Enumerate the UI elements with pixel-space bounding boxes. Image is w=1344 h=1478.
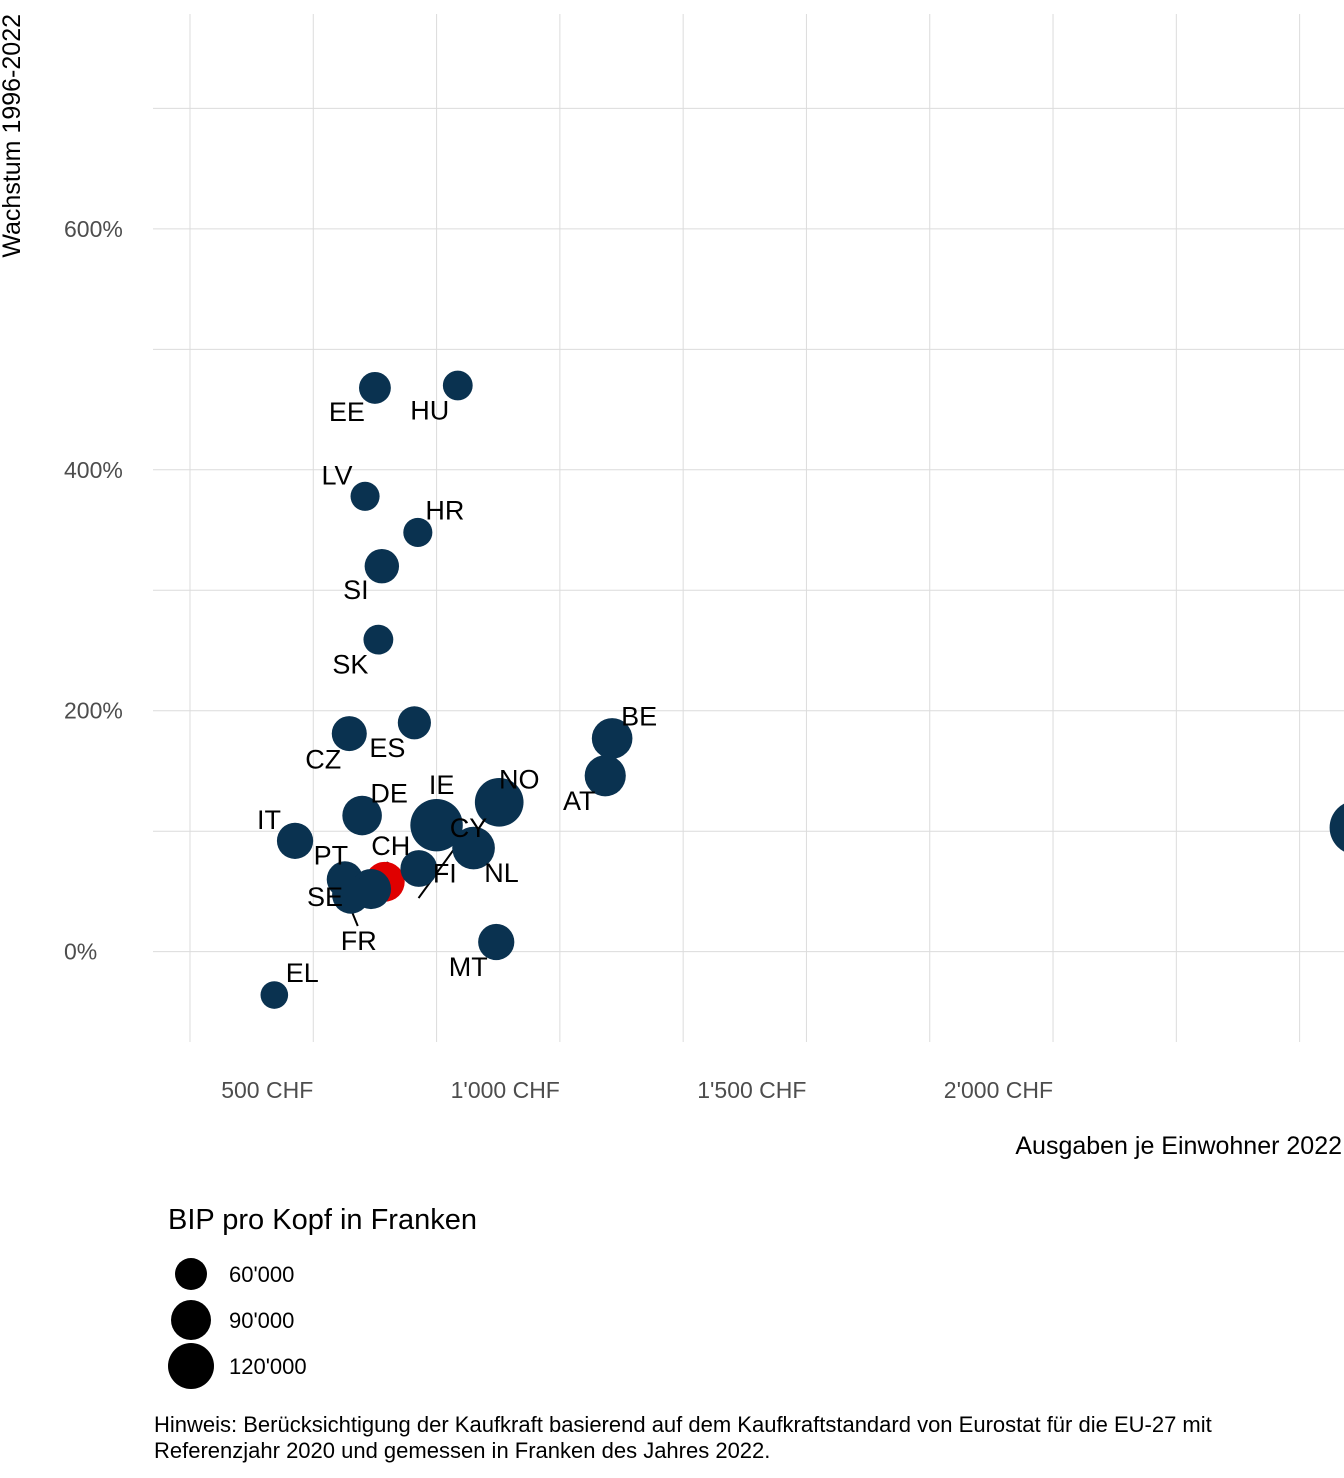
- point-es: [397, 706, 431, 740]
- point-label-fr: FR: [341, 926, 377, 956]
- point-fi: [400, 850, 438, 887]
- y-tick-label: 200%: [64, 698, 123, 724]
- data-points: [260, 370, 1344, 1009]
- point-label-el: EL: [286, 958, 319, 988]
- size-legend-label: 60'000: [229, 1262, 295, 1287]
- x-tick-label: 2'000 CHF: [944, 1077, 1053, 1103]
- point-si: [364, 548, 400, 584]
- point-label-hr: HR: [425, 495, 464, 525]
- point-mt: [478, 923, 515, 961]
- y-tick-label: 600%: [64, 216, 123, 242]
- point-fr: [332, 876, 370, 914]
- point-label-nl: NL: [484, 858, 519, 888]
- point-label-be: BE: [621, 701, 657, 731]
- point-nl: [452, 826, 495, 870]
- point-label-se: SE: [307, 882, 343, 912]
- point-label-pt: PT: [314, 840, 349, 870]
- size-legend-label: 90'000: [229, 1308, 295, 1333]
- point-labels: EEHULVHRSISKESCZBEATNODEIELUITCYNLCHFIPT…: [257, 395, 657, 988]
- point-no: [474, 777, 524, 827]
- point-de: [342, 795, 382, 836]
- point-hu: [442, 370, 473, 401]
- size-legend-title: BIP pro Kopf in Franken: [168, 1204, 477, 1236]
- point-el: [260, 981, 289, 1009]
- point-ee: [358, 371, 391, 404]
- point-label-cy: CY: [450, 813, 488, 843]
- point-label-it: IT: [257, 805, 281, 835]
- axis-ticks: 500 CHF 1'000 CHF 1'500 CHF 2'000 CHF 0% 200%…: [64, 216, 1053, 1103]
- x-tick-label: 1'500 CHF: [697, 1077, 806, 1103]
- size-legend-label: 120'000: [229, 1354, 307, 1379]
- footnote: Hinweis: Berücksichtigung der Kaufkraft …: [154, 1412, 1212, 1463]
- scatter-chart: 500 CHF 1'000 CHF 1'500 CHF 2'000 CHF 0% 200%…: [0, 14, 1344, 1160]
- point-label-sk: SK: [332, 650, 368, 680]
- size-legend-item: 60'000: [172, 1254, 372, 1294]
- point-it: [276, 822, 314, 859]
- point-ie: [410, 798, 463, 852]
- y-tick-label: 0%: [64, 939, 97, 965]
- y-axis-title: Wachstum 1996-2022: [0, 14, 26, 258]
- point-cz: [331, 716, 367, 752]
- size-legend-dot-medium: [170, 1299, 212, 1341]
- point-label-lv: LV: [322, 460, 353, 490]
- x-axis-title: Ausgaben je Einwohner 2022: [1015, 1132, 1342, 1160]
- size-legend-item: 120'000: [167, 1342, 372, 1390]
- point-at: [584, 755, 626, 797]
- point-be: [591, 718, 633, 759]
- point-label-hu: HU: [410, 395, 449, 425]
- point-label-no: NO: [499, 764, 540, 794]
- point-label-ee: EE: [329, 397, 365, 427]
- point-label-es: ES: [369, 733, 405, 763]
- size-legend-item: 90'000: [170, 1299, 372, 1341]
- point-label-mt: MT: [449, 952, 488, 982]
- x-tick-label: 500 CHF: [221, 1077, 313, 1103]
- point-label-si: SI: [343, 575, 369, 605]
- point-label-de: DE: [370, 779, 408, 809]
- point-label-cz: CZ: [305, 745, 341, 775]
- x-tick-label: 1'000 CHF: [451, 1077, 560, 1103]
- point-label-ie: IE: [429, 770, 455, 800]
- size-legend-dot-small: [174, 1257, 208, 1291]
- point-hr: [403, 517, 433, 547]
- point-sk: [363, 624, 394, 655]
- y-tick-label: 400%: [64, 457, 123, 483]
- point-label-fi: FI: [433, 859, 457, 889]
- point-label-at: AT: [563, 786, 596, 816]
- point-lv: [350, 481, 380, 511]
- point-lu: [1329, 803, 1344, 852]
- size-legend-dot-large: [167, 1342, 215, 1390]
- point-label-ch: CH: [371, 831, 410, 861]
